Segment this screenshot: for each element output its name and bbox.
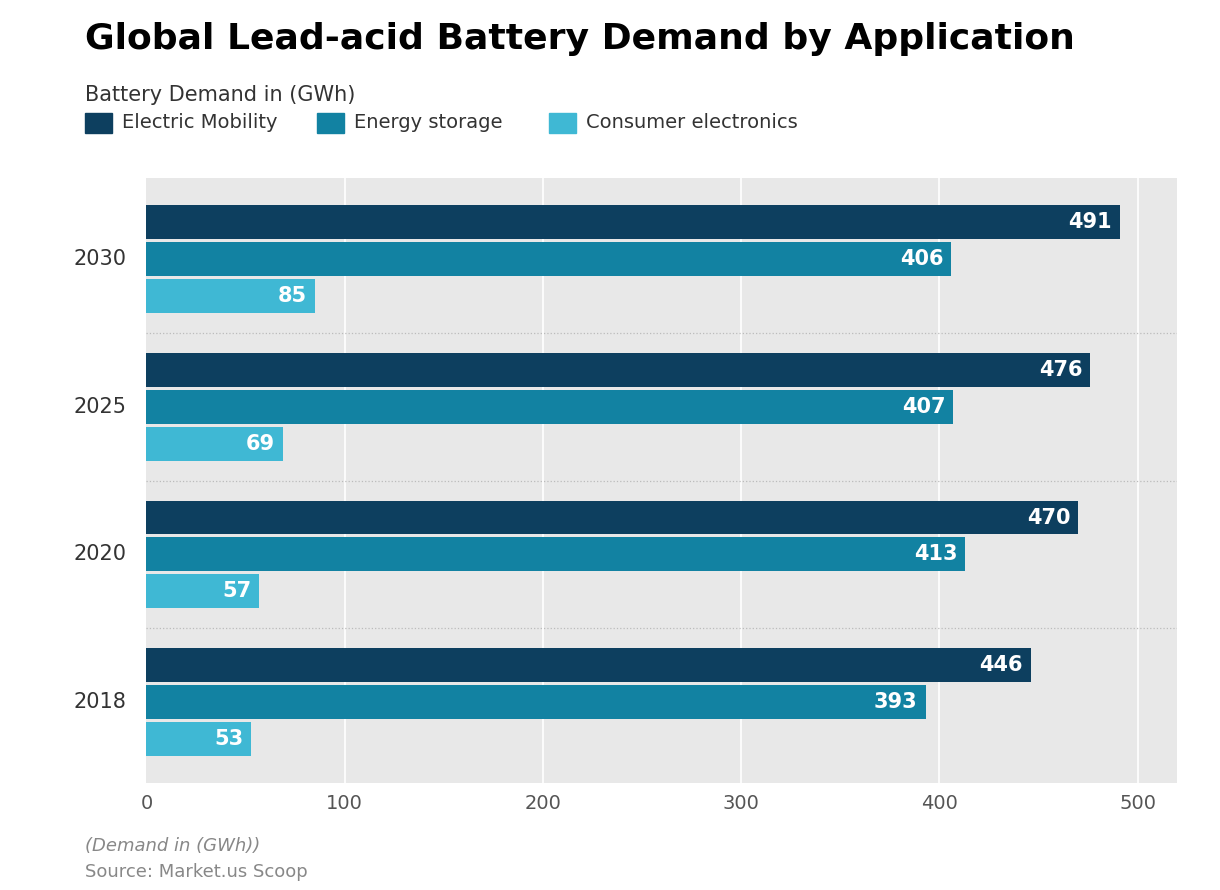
Bar	[146, 279, 315, 313]
Bar	[146, 722, 251, 756]
Text: 69: 69	[246, 433, 276, 454]
Text: 2020: 2020	[73, 545, 127, 564]
Text: 476: 476	[1038, 360, 1082, 380]
Text: Electric Mobility: Electric Mobility	[122, 113, 277, 133]
Bar	[146, 353, 1091, 387]
Bar	[146, 500, 1078, 535]
Text: 57: 57	[222, 581, 251, 602]
Text: 406: 406	[900, 249, 943, 269]
Bar	[146, 574, 260, 608]
Bar	[146, 206, 1120, 239]
Text: 491: 491	[1069, 213, 1111, 232]
Bar	[146, 242, 952, 276]
Text: 53: 53	[215, 729, 244, 748]
Text: 446: 446	[980, 655, 1022, 676]
Text: (Demand in (GWh)): (Demand in (GWh))	[85, 837, 261, 854]
Bar	[146, 685, 926, 719]
Text: 2030: 2030	[73, 249, 127, 269]
Text: Consumer electronics: Consumer electronics	[586, 113, 798, 133]
Text: Global Lead-acid Battery Demand by Application: Global Lead-acid Battery Demand by Appli…	[85, 22, 1075, 56]
Bar	[146, 538, 965, 571]
Text: 413: 413	[914, 545, 958, 564]
Text: 407: 407	[902, 397, 946, 417]
Text: Source: Market.us Scoop: Source: Market.us Scoop	[85, 863, 309, 881]
Text: 470: 470	[1027, 507, 1070, 528]
Bar	[146, 426, 283, 461]
Text: 393: 393	[874, 692, 917, 712]
Text: Battery Demand in (GWh): Battery Demand in (GWh)	[85, 85, 356, 104]
Bar	[146, 390, 953, 424]
Text: 2018: 2018	[73, 692, 127, 712]
Text: 2025: 2025	[73, 397, 127, 417]
Text: 85: 85	[278, 286, 307, 306]
Bar	[146, 648, 1031, 682]
Text: Energy storage: Energy storage	[354, 113, 503, 133]
